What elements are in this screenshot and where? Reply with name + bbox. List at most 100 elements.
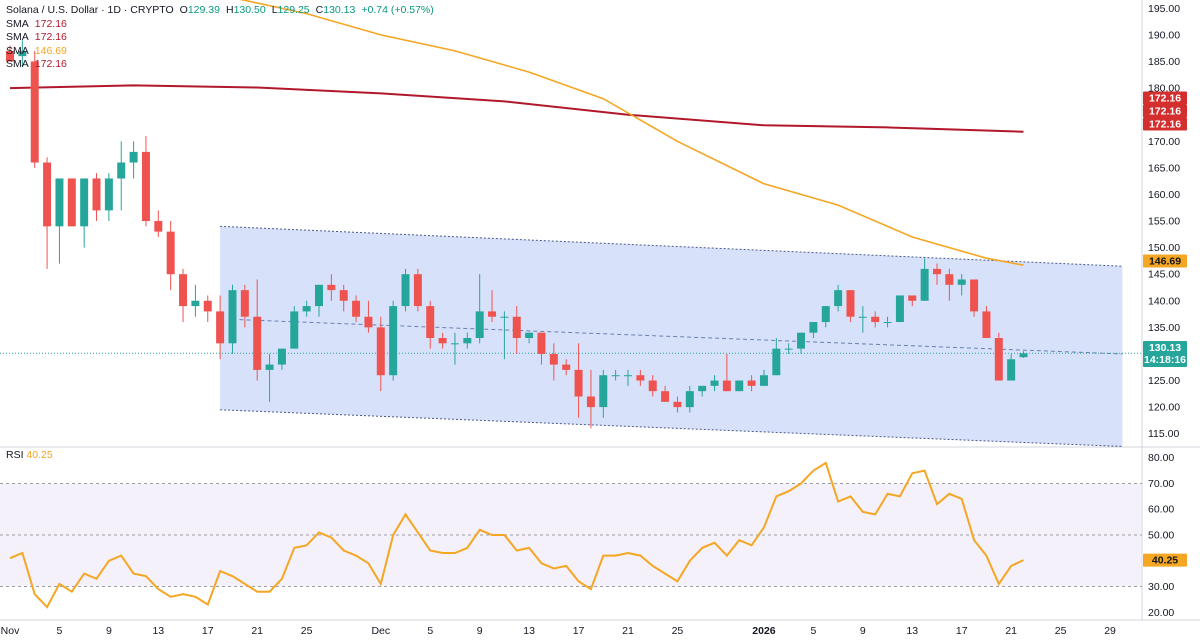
time-tick-label: 25 bbox=[1055, 625, 1067, 637]
price-tick-label: 125.00 bbox=[1148, 375, 1180, 387]
candle-body bbox=[562, 364, 571, 370]
candle-body bbox=[982, 311, 991, 338]
price-tick-label: 185.00 bbox=[1148, 56, 1180, 68]
candle bbox=[265, 353, 274, 402]
time-tick-label: 21 bbox=[622, 625, 634, 637]
time-tick-label: 2026 bbox=[752, 625, 776, 637]
candle bbox=[871, 311, 880, 328]
last-price-tag-text: 14:18:16 bbox=[1144, 354, 1186, 366]
candle bbox=[450, 332, 459, 365]
candle bbox=[586, 369, 595, 429]
time-tick-label: 13 bbox=[906, 625, 918, 637]
candle bbox=[389, 300, 398, 381]
candle-body bbox=[834, 290, 843, 307]
candle-body bbox=[67, 178, 76, 227]
candle-body bbox=[203, 300, 212, 312]
candle-body bbox=[352, 300, 361, 317]
time-tick-label: 17 bbox=[956, 625, 968, 637]
time-tick-label: 5 bbox=[427, 625, 433, 637]
time-tick-label: 13 bbox=[152, 625, 164, 637]
candle-body bbox=[450, 343, 459, 345]
sma-tag-text: 172.16 bbox=[1149, 119, 1181, 131]
candle bbox=[994, 332, 1003, 381]
sma-tag-bg bbox=[1143, 104, 1187, 118]
candle bbox=[908, 295, 917, 307]
candle-body bbox=[537, 332, 546, 354]
price-tick-label: 165.00 bbox=[1148, 162, 1180, 174]
time-tick-label: Nov bbox=[1, 625, 20, 637]
candle-body bbox=[784, 348, 793, 350]
candle-body bbox=[895, 295, 904, 323]
candle bbox=[43, 157, 52, 269]
sma-tag-bg bbox=[1143, 117, 1187, 131]
candle bbox=[6, 45, 14, 62]
candle bbox=[203, 295, 212, 323]
candle bbox=[895, 295, 904, 323]
sma-long-line bbox=[9, 84, 1024, 133]
candle bbox=[611, 369, 620, 381]
candle bbox=[475, 274, 484, 344]
last-price-tag-bg bbox=[1143, 341, 1187, 367]
candle-body bbox=[599, 375, 608, 408]
candle bbox=[735, 380, 744, 392]
rsi-line bbox=[9, 461, 1024, 609]
price-tick-label: 155.00 bbox=[1148, 216, 1180, 228]
candle-body bbox=[104, 178, 113, 211]
candle bbox=[216, 295, 225, 360]
time-tick-label: 21 bbox=[1005, 625, 1017, 637]
price-tick-label: 115.00 bbox=[1148, 428, 1179, 440]
candle-body bbox=[401, 274, 410, 307]
candle bbox=[55, 178, 64, 264]
candle bbox=[376, 316, 385, 392]
candle bbox=[401, 268, 410, 312]
candle bbox=[834, 284, 843, 312]
candle bbox=[426, 300, 435, 349]
candle bbox=[784, 343, 793, 354]
candle bbox=[228, 284, 237, 354]
candle bbox=[277, 348, 286, 370]
candle-body bbox=[908, 295, 917, 301]
candle-body bbox=[327, 284, 336, 291]
candle-body bbox=[438, 337, 447, 344]
candle bbox=[80, 178, 89, 248]
sma-tag-text: 172.16 bbox=[1149, 106, 1181, 118]
candle-body bbox=[290, 311, 299, 349]
candle-body bbox=[166, 231, 175, 275]
candle-body bbox=[858, 316, 867, 318]
candle-body bbox=[117, 162, 126, 179]
candle-body bbox=[6, 50, 14, 62]
rsi-tag-text: 40.25 bbox=[1152, 555, 1178, 567]
candle-body bbox=[636, 375, 645, 381]
candle-body bbox=[30, 61, 39, 163]
rsi-tick-label: 20.00 bbox=[1148, 607, 1174, 619]
time-tick-label: 25 bbox=[672, 625, 684, 637]
time-tick-label: 29 bbox=[1104, 625, 1116, 637]
candle bbox=[636, 369, 645, 386]
candle bbox=[141, 135, 150, 227]
candle-body bbox=[970, 279, 979, 312]
candle-body bbox=[500, 316, 509, 318]
price-tick-label: 120.00 bbox=[1148, 402, 1180, 414]
sma-tag: 172.16 bbox=[1143, 117, 1187, 131]
candle bbox=[104, 173, 113, 222]
sma-tag-text: 172.16 bbox=[1149, 93, 1181, 105]
candle bbox=[673, 396, 682, 413]
channel-upper-line bbox=[220, 225, 1123, 267]
candle-body bbox=[611, 375, 620, 377]
candle-body bbox=[710, 380, 719, 386]
time-tick-label: 17 bbox=[202, 625, 214, 637]
channel-lower-line bbox=[220, 409, 1123, 447]
candle bbox=[574, 343, 583, 418]
candle-body bbox=[821, 306, 830, 323]
candle bbox=[191, 284, 200, 317]
candle-body bbox=[920, 268, 929, 301]
candle-body bbox=[376, 327, 385, 376]
candle-body bbox=[797, 332, 806, 349]
candle-body bbox=[648, 380, 657, 392]
candle bbox=[562, 359, 571, 376]
candle-body bbox=[735, 380, 744, 392]
candle bbox=[858, 306, 867, 333]
rsi-tag: 40.25 bbox=[1143, 553, 1187, 567]
